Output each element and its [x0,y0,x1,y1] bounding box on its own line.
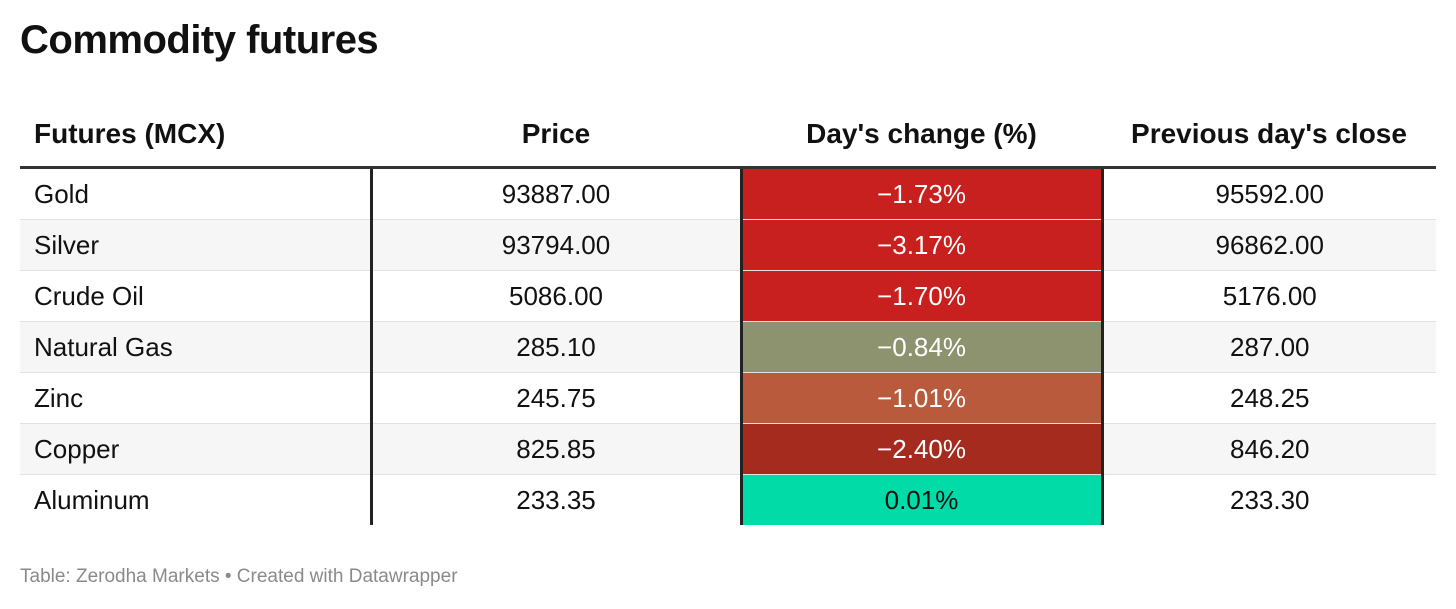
table-row: Copper 825.85 −2.40% 846.20 [20,423,1436,475]
futures-name-cell: Natural Gas [20,321,373,373]
table-row: Gold 93887.00 −1.73% 95592.00 [20,167,1436,220]
previous-close-cell: 96862.00 [1102,219,1436,271]
futures-name-cell: Copper [20,423,373,475]
price-cell: 245.75 [371,372,743,424]
price-cell: 285.10 [371,321,743,373]
table-row: Zinc 245.75 −1.01% 248.25 [20,372,1436,424]
previous-close-cell: 846.20 [1102,423,1436,475]
futures-name-cell: Crude Oil [20,270,373,322]
previous-close-cell: 5176.00 [1102,270,1436,322]
futures-name-cell: Gold [20,167,373,220]
day-change-cell: −1.01% [741,372,1104,424]
futures-name-cell: Zinc [20,372,373,424]
futures-table: Futures (MCX) Price Day's change (%) Pre… [20,102,1436,525]
header-row: Futures (MCX) Price Day's change (%) Pre… [20,102,1436,169]
column-header-futures: Futures (MCX) [20,102,371,169]
previous-close-cell: 233.30 [1229,484,1310,515]
column-header-prev-close: Previous day's close [1102,102,1436,169]
day-change-cell: −1.70% [741,270,1104,322]
futures-name-cell: Silver [20,219,373,271]
table-body: Gold 93887.00 −1.73% 95592.00 Silver 93794.00… [20,167,1436,525]
table-row: Crude Oil 5086.00 −1.70% 5176.00 [20,270,1436,322]
price-cell: 5086.00 [371,270,743,322]
price-cell: 93887.00 [371,167,743,220]
column-header-price: Price [371,102,741,169]
table-row: Natural Gas 285.10 −0.84% 287.00 [20,321,1436,373]
futures-name-cell: Aluminum [20,474,373,525]
day-change-cell: −1.73% [741,167,1104,220]
price-cell: 93794.00 [371,219,743,271]
price-cell: 233.35 [371,474,743,525]
previous-close-cell: 248.25 [1102,372,1436,424]
source-note: Table: Zerodha Markets • Created with Da… [20,566,458,587]
table-row: Silver 93794.00 −3.17% 96862.00 [20,219,1436,271]
table-title: Commodity futures [20,18,379,62]
day-change-cell: −2.40% [741,423,1104,475]
column-header-change: Day's change (%) [741,102,1102,169]
day-change-cell: −3.17% [741,219,1104,271]
previous-close-cell: 95592.00 [1102,167,1436,220]
day-change-cell: 0.01% [741,474,1104,525]
table-row: Aluminum 233.35 0.01% 233.30 [20,474,1436,525]
previous-close-cell: 287.00 [1102,321,1436,373]
price-cell: 825.85 [371,423,743,475]
day-change-cell: −0.84% [741,321,1104,373]
